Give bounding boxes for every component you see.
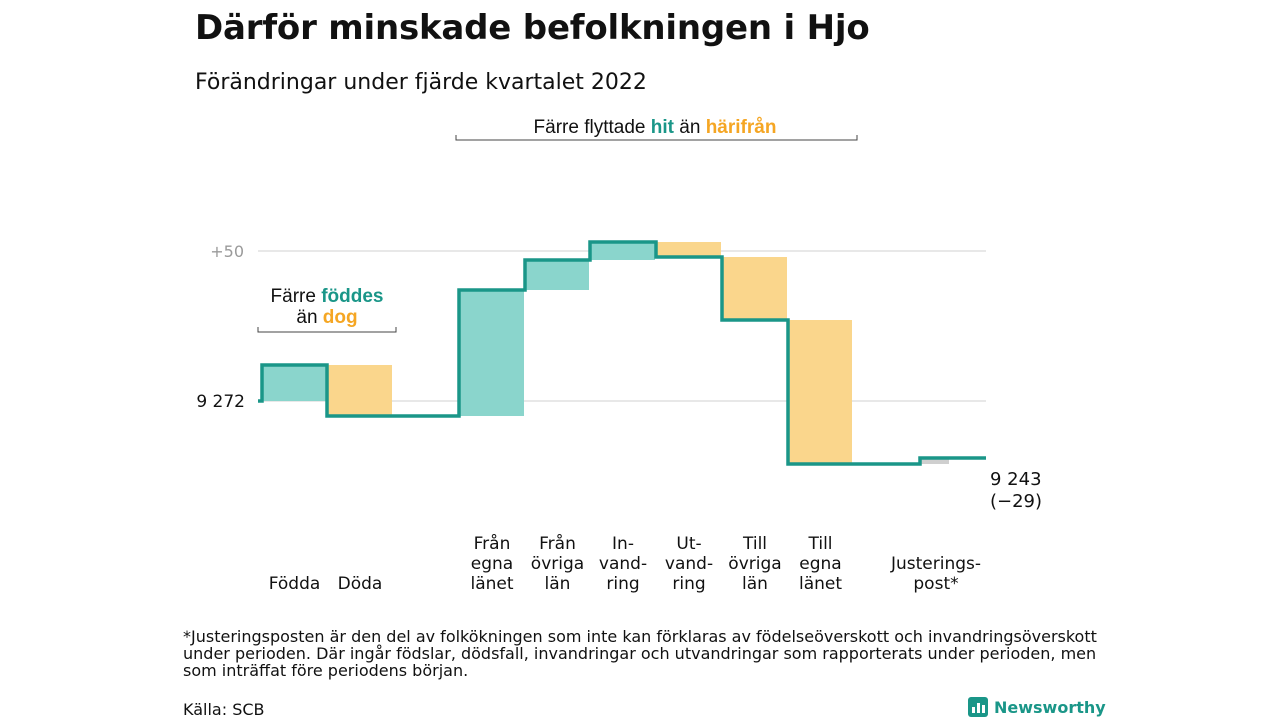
category-label-line: övriga xyxy=(531,554,584,574)
bar-chart-logo-icon xyxy=(968,697,988,717)
end-change-label: (−29) xyxy=(990,491,1042,512)
annotation-migration-part: Färre flyttade xyxy=(534,117,651,138)
end-value-label: 9 243 xyxy=(990,469,1042,490)
category-label-line: Till xyxy=(742,534,767,554)
bar-frånegnalänet xyxy=(460,290,524,416)
category-label-line: Till xyxy=(807,534,832,554)
category-label-line: länet xyxy=(799,574,842,594)
running-total-line xyxy=(258,240,986,466)
category-label: Justerings-post* xyxy=(890,554,981,594)
category-label: Till övriga län xyxy=(728,534,781,594)
bar-döda xyxy=(328,365,392,416)
bar-frånövrigalän xyxy=(526,260,589,290)
brand-name: Newsworthy xyxy=(994,697,1106,717)
category-label: Till egna länet xyxy=(799,534,842,594)
annotation-migration-part: än xyxy=(674,117,706,138)
category-label-line: län xyxy=(742,574,768,594)
footnote: *Justeringsposten är den del av folkökni… xyxy=(183,627,1097,680)
category-label-line: län xyxy=(545,574,571,594)
bar-justeringspost xyxy=(920,458,949,464)
annotation-births-bracket xyxy=(257,327,397,333)
category-label: Födda xyxy=(269,574,321,594)
y-tick-label: +50 xyxy=(210,242,244,261)
annotation-migration-part: hit xyxy=(651,117,675,138)
category-label: Från övriga län xyxy=(531,533,584,594)
category-label-line: övriga xyxy=(728,554,781,574)
category-label-line: egna xyxy=(471,554,513,574)
annotation-births-line2-part: dog xyxy=(323,307,358,328)
category-label-line: Ut- xyxy=(676,534,701,554)
category-label-line: In- xyxy=(612,534,634,554)
bar-födda xyxy=(263,365,326,401)
category-label-line: Justerings- xyxy=(890,554,981,574)
category-label: In-vand-ring xyxy=(599,534,647,594)
category-label-line: Döda xyxy=(338,574,383,594)
category-label-line: ring xyxy=(606,574,639,594)
category-label-line: Från xyxy=(539,533,576,554)
brand: Newsworthy xyxy=(968,697,1106,717)
category-label-line: vand- xyxy=(599,554,647,574)
bar-tillövrigalän xyxy=(723,257,787,320)
annotation-births-line2: än dog xyxy=(296,307,357,328)
annotation-migration: Färre flyttade hit än härifrån xyxy=(534,117,777,138)
category-label-line: Från xyxy=(474,533,511,554)
annotation-births-part: Färre xyxy=(271,286,322,307)
category-label: Från egna länet xyxy=(470,533,513,594)
category-label-line: länet xyxy=(470,574,513,594)
annotation-births: Färre föddes xyxy=(271,286,384,307)
annotation-births-line2-part: än xyxy=(296,307,322,328)
source-label: Källa: SCB xyxy=(183,700,265,719)
bar-invandring xyxy=(591,242,655,260)
annotation-migration-bracket xyxy=(455,135,858,141)
category-label-line: vand- xyxy=(665,554,713,574)
category-label-line: egna xyxy=(799,554,841,574)
chart-title: Därför minskade befolkningen i Hjo xyxy=(195,8,870,48)
category-label: Ut-vand-ring xyxy=(665,534,713,594)
chart-subtitle: Förändringar under fjärde kvartalet 2022 xyxy=(195,70,647,95)
category-label-line: post* xyxy=(913,574,958,594)
bar-utvandring xyxy=(657,242,721,257)
annotation-births-part: föddes xyxy=(321,286,383,307)
annotation-migration-part: härifrån xyxy=(706,117,777,138)
category-label-line: ring xyxy=(672,574,705,594)
start-value-label: 9 272 xyxy=(196,392,245,412)
category-label: Döda xyxy=(338,574,383,594)
category-label-line: Födda xyxy=(269,574,321,594)
bar-tillegnalänet xyxy=(789,320,852,464)
